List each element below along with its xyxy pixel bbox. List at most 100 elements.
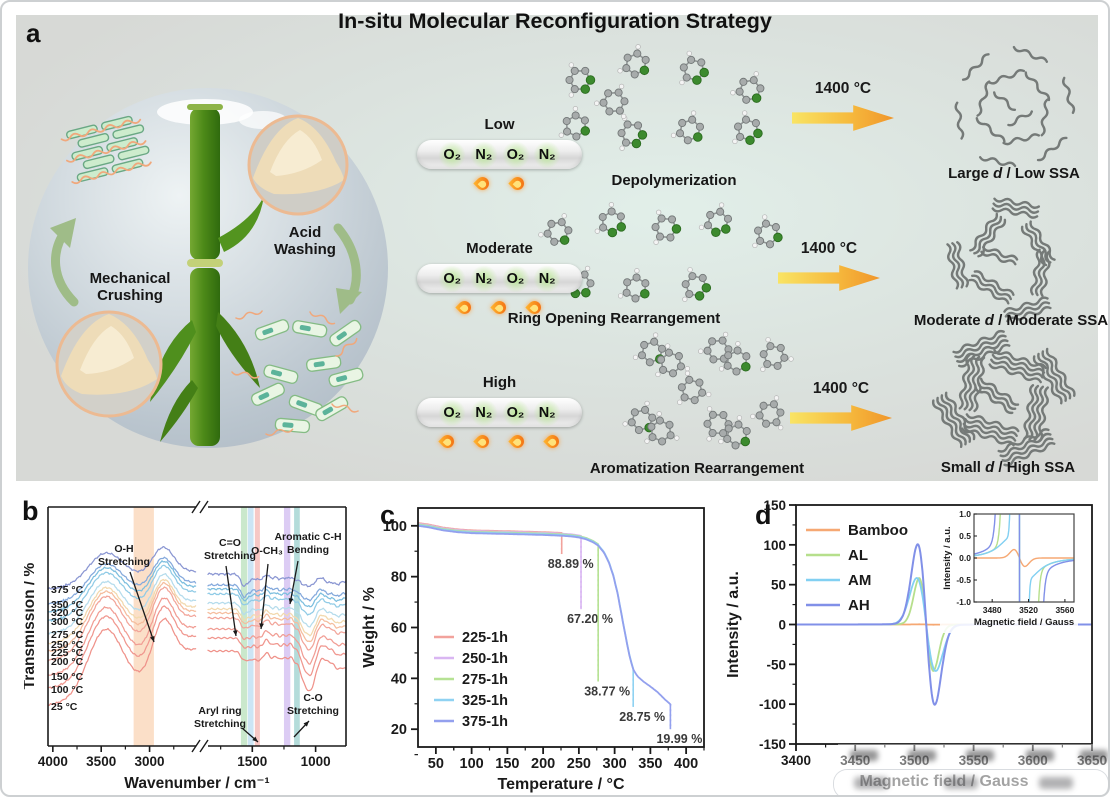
ftir-curve <box>47 578 197 645</box>
crushed-powder-photo <box>55 310 163 418</box>
legend-label: AM <box>848 572 871 589</box>
arrow-shaft-icon <box>778 265 880 291</box>
x-tick-label: 1500 <box>237 754 267 769</box>
inset-curve-AH <box>974 514 1074 602</box>
ftir-curve <box>207 616 347 651</box>
bamboo-cycle-svg <box>28 88 388 448</box>
tga-chart: 88.89 % 67.20 % 38.77 % 28.75 % 19.99 % 50 100… <box>361 507 705 793</box>
x-axis-label: Temperature / °C <box>497 776 624 793</box>
ftir-curve <box>47 564 197 622</box>
annotation: Stretching <box>287 705 339 717</box>
legend-label: 275-1h <box>462 672 508 688</box>
curve-temp-label: 320 °C <box>51 607 84 619</box>
ftir-curve <box>207 627 347 665</box>
inset-curve-AM <box>974 514 1074 602</box>
inset-y-tick: 1.0 <box>959 509 971 519</box>
ftir-curve <box>207 611 347 643</box>
flame-icon <box>511 174 524 191</box>
ftir-curve <box>47 545 197 590</box>
inset-x-tick: 3480 <box>983 605 1002 615</box>
curve-temp-label: 225 °C <box>51 647 84 659</box>
bamboo-cycle-illustration <box>20 80 392 460</box>
flame-icon <box>476 432 489 449</box>
watermark-smudge <box>944 777 978 789</box>
flame-icon <box>441 432 454 449</box>
ftir-curve <box>47 617 197 707</box>
watermark-smudge <box>908 750 936 761</box>
product-size: Small <box>940 459 986 476</box>
gas-label: N₂ <box>538 404 556 421</box>
ftir-curve <box>207 587 347 608</box>
legend-label: 325-1h <box>462 693 508 709</box>
y-axis-label: Weight / % <box>361 587 378 668</box>
product-size: Moderate <box>913 312 985 329</box>
process-label-high: Aromatization Rearrangement <box>589 460 805 477</box>
x-tick-label: 4000 <box>38 754 68 769</box>
temperature-arrow-high: 1400 °C <box>790 380 892 434</box>
legend-label: 375-1h <box>462 714 508 730</box>
product-label-low: Large d / Low SSA <box>914 165 1108 182</box>
highlight-band <box>254 507 260 746</box>
y-tick-label: 100 <box>383 519 407 535</box>
gas-label: O₂ <box>506 270 525 287</box>
cellulose-fragments-icon <box>231 310 364 437</box>
tga-curve <box>417 524 672 706</box>
arrow-shaft-icon <box>790 405 892 431</box>
y-tick-label: 40 <box>391 671 407 687</box>
arrow-temp-label: 1400 °C <box>812 380 870 397</box>
product-size: Large <box>948 165 994 182</box>
ftir-curve <box>47 586 197 662</box>
y-tick-label: -50 <box>766 657 786 672</box>
y-tick-label: 0 <box>778 618 786 633</box>
inset-y-label: Intensity / a.u. <box>942 526 953 589</box>
ftir-curve <box>207 583 347 602</box>
watermark-smudge <box>966 750 994 761</box>
level-label-moderate: Moderate <box>466 240 533 257</box>
watermark-smudge <box>850 750 878 761</box>
annotation: C=O <box>219 537 241 549</box>
y-tick-label: 50 <box>771 578 786 593</box>
x-tick-label: 50 <box>428 756 444 772</box>
inset-x-tick: 3520 <box>1019 605 1038 615</box>
inset-y-tick: -0.5 <box>956 575 971 585</box>
cycle-arrow-left-icon <box>50 218 79 307</box>
ftir-curve <box>207 572 347 588</box>
product-d: d <box>985 459 995 476</box>
bamboo-illustration <box>150 104 264 446</box>
x-tick-label: 350 <box>638 756 662 772</box>
weight-annotation: 38.77 % <box>584 684 630 698</box>
x-tick-label: 1000 <box>301 754 331 769</box>
gas-label: N₂ <box>475 146 493 163</box>
bamboo-leaf <box>218 196 264 252</box>
gas-tube-low: O₂ N₂ O₂ N₂ <box>417 140 582 169</box>
annotation: O-CH₃ <box>251 545 283 557</box>
weight-annotation: 88.89 % <box>548 557 594 571</box>
bamboo-leaf <box>150 320 196 402</box>
annotation: Stretching <box>98 556 150 568</box>
curve-temp-label: 250 °C <box>51 639 84 651</box>
watermark-smudge <box>1039 777 1073 789</box>
curve-temp-label: 25 °C <box>51 701 78 713</box>
legend-label: 250-1h <box>462 651 508 667</box>
inset-x-tick: 3560 <box>1055 605 1074 615</box>
flame-icon <box>546 432 559 449</box>
ftir-curve <box>47 560 197 613</box>
flame-row-high <box>417 432 582 450</box>
ftir-curve <box>47 597 197 676</box>
arrow-shaft-icon <box>792 105 894 131</box>
panel-a-title: In-situ Molecular Reconfiguration Strate… <box>338 9 772 33</box>
x-tick-label: 3400 <box>781 753 811 768</box>
watermark-smudge <box>1080 750 1108 761</box>
x-tick-label: 200 <box>531 756 555 772</box>
annotation: Stretching <box>194 718 246 730</box>
flame-icon <box>476 174 489 191</box>
product-ssa: / High SSA <box>994 459 1076 476</box>
highlight-band <box>294 507 300 746</box>
gas-label: O₂ <box>443 404 462 421</box>
gas-label: O₂ <box>506 146 525 163</box>
flame-row-low <box>417 174 582 192</box>
weight-annotation: 67.20 % <box>567 612 613 626</box>
ftir-curve <box>207 592 347 616</box>
curve-temp-label: 275 °C <box>51 629 84 641</box>
